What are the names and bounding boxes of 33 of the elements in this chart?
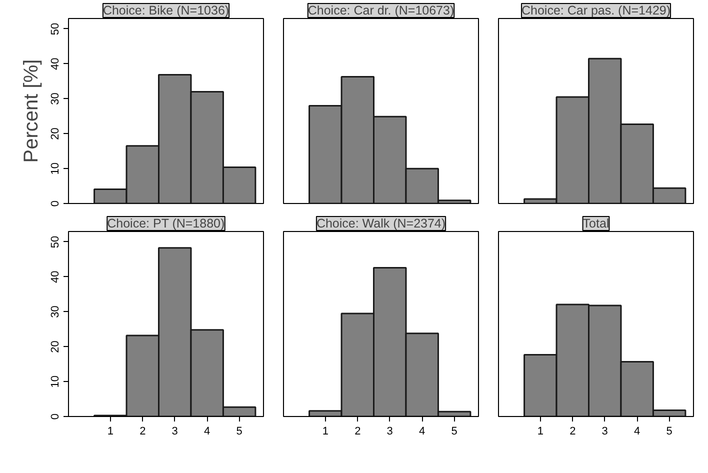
x-tick-label: 5 bbox=[666, 426, 672, 438]
x-tick-label: 1 bbox=[537, 426, 544, 438]
y-tick-label: 50 bbox=[50, 236, 62, 248]
y-tick-label: 40 bbox=[50, 58, 62, 70]
y-tick-label: 30 bbox=[50, 306, 62, 318]
chart-title: Choice: PT (N=1880) bbox=[107, 216, 225, 230]
x-tick-label: 3 bbox=[602, 426, 608, 438]
y-tick-label: 10 bbox=[50, 162, 62, 175]
x-tick-label: 2 bbox=[140, 426, 146, 438]
x-tick-label: 3 bbox=[386, 426, 393, 438]
chart-title: Choice: Walk (N=2374) bbox=[316, 216, 446, 230]
y-tick-label: 50 bbox=[50, 22, 62, 36]
chart-title: Choice: Bike (N=1036) bbox=[102, 4, 230, 18]
y-tick-label: 20 bbox=[50, 340, 62, 353]
x-tick-label: 4 bbox=[419, 426, 426, 438]
x-tick-label: 1 bbox=[322, 426, 328, 438]
x-tick-label: 4 bbox=[634, 426, 640, 438]
y-axis-title: Percent [%] bbox=[20, 59, 42, 163]
chart-title: Choice: Car dr. (N=10673) bbox=[308, 4, 454, 18]
chart-title: Choice: Car pas. (N=1429) bbox=[521, 4, 671, 18]
x-tick-label: 3 bbox=[172, 426, 178, 438]
y-tick-label: 20 bbox=[50, 128, 62, 140]
x-tick-label: 4 bbox=[204, 426, 210, 438]
y-tick-label: 10 bbox=[50, 375, 62, 388]
x-tick-label: 2 bbox=[354, 426, 361, 438]
x-tick-label: 1 bbox=[107, 426, 114, 438]
y-tick-label: 40 bbox=[50, 270, 62, 283]
x-tick-label: 2 bbox=[570, 426, 576, 438]
x-tick-label: 5 bbox=[451, 426, 458, 438]
x-tick-label: 5 bbox=[236, 426, 242, 438]
y-tick-label: 0 bbox=[50, 200, 62, 207]
y-tick-label: 30 bbox=[50, 92, 62, 105]
y-tick-label: 0 bbox=[50, 413, 62, 420]
